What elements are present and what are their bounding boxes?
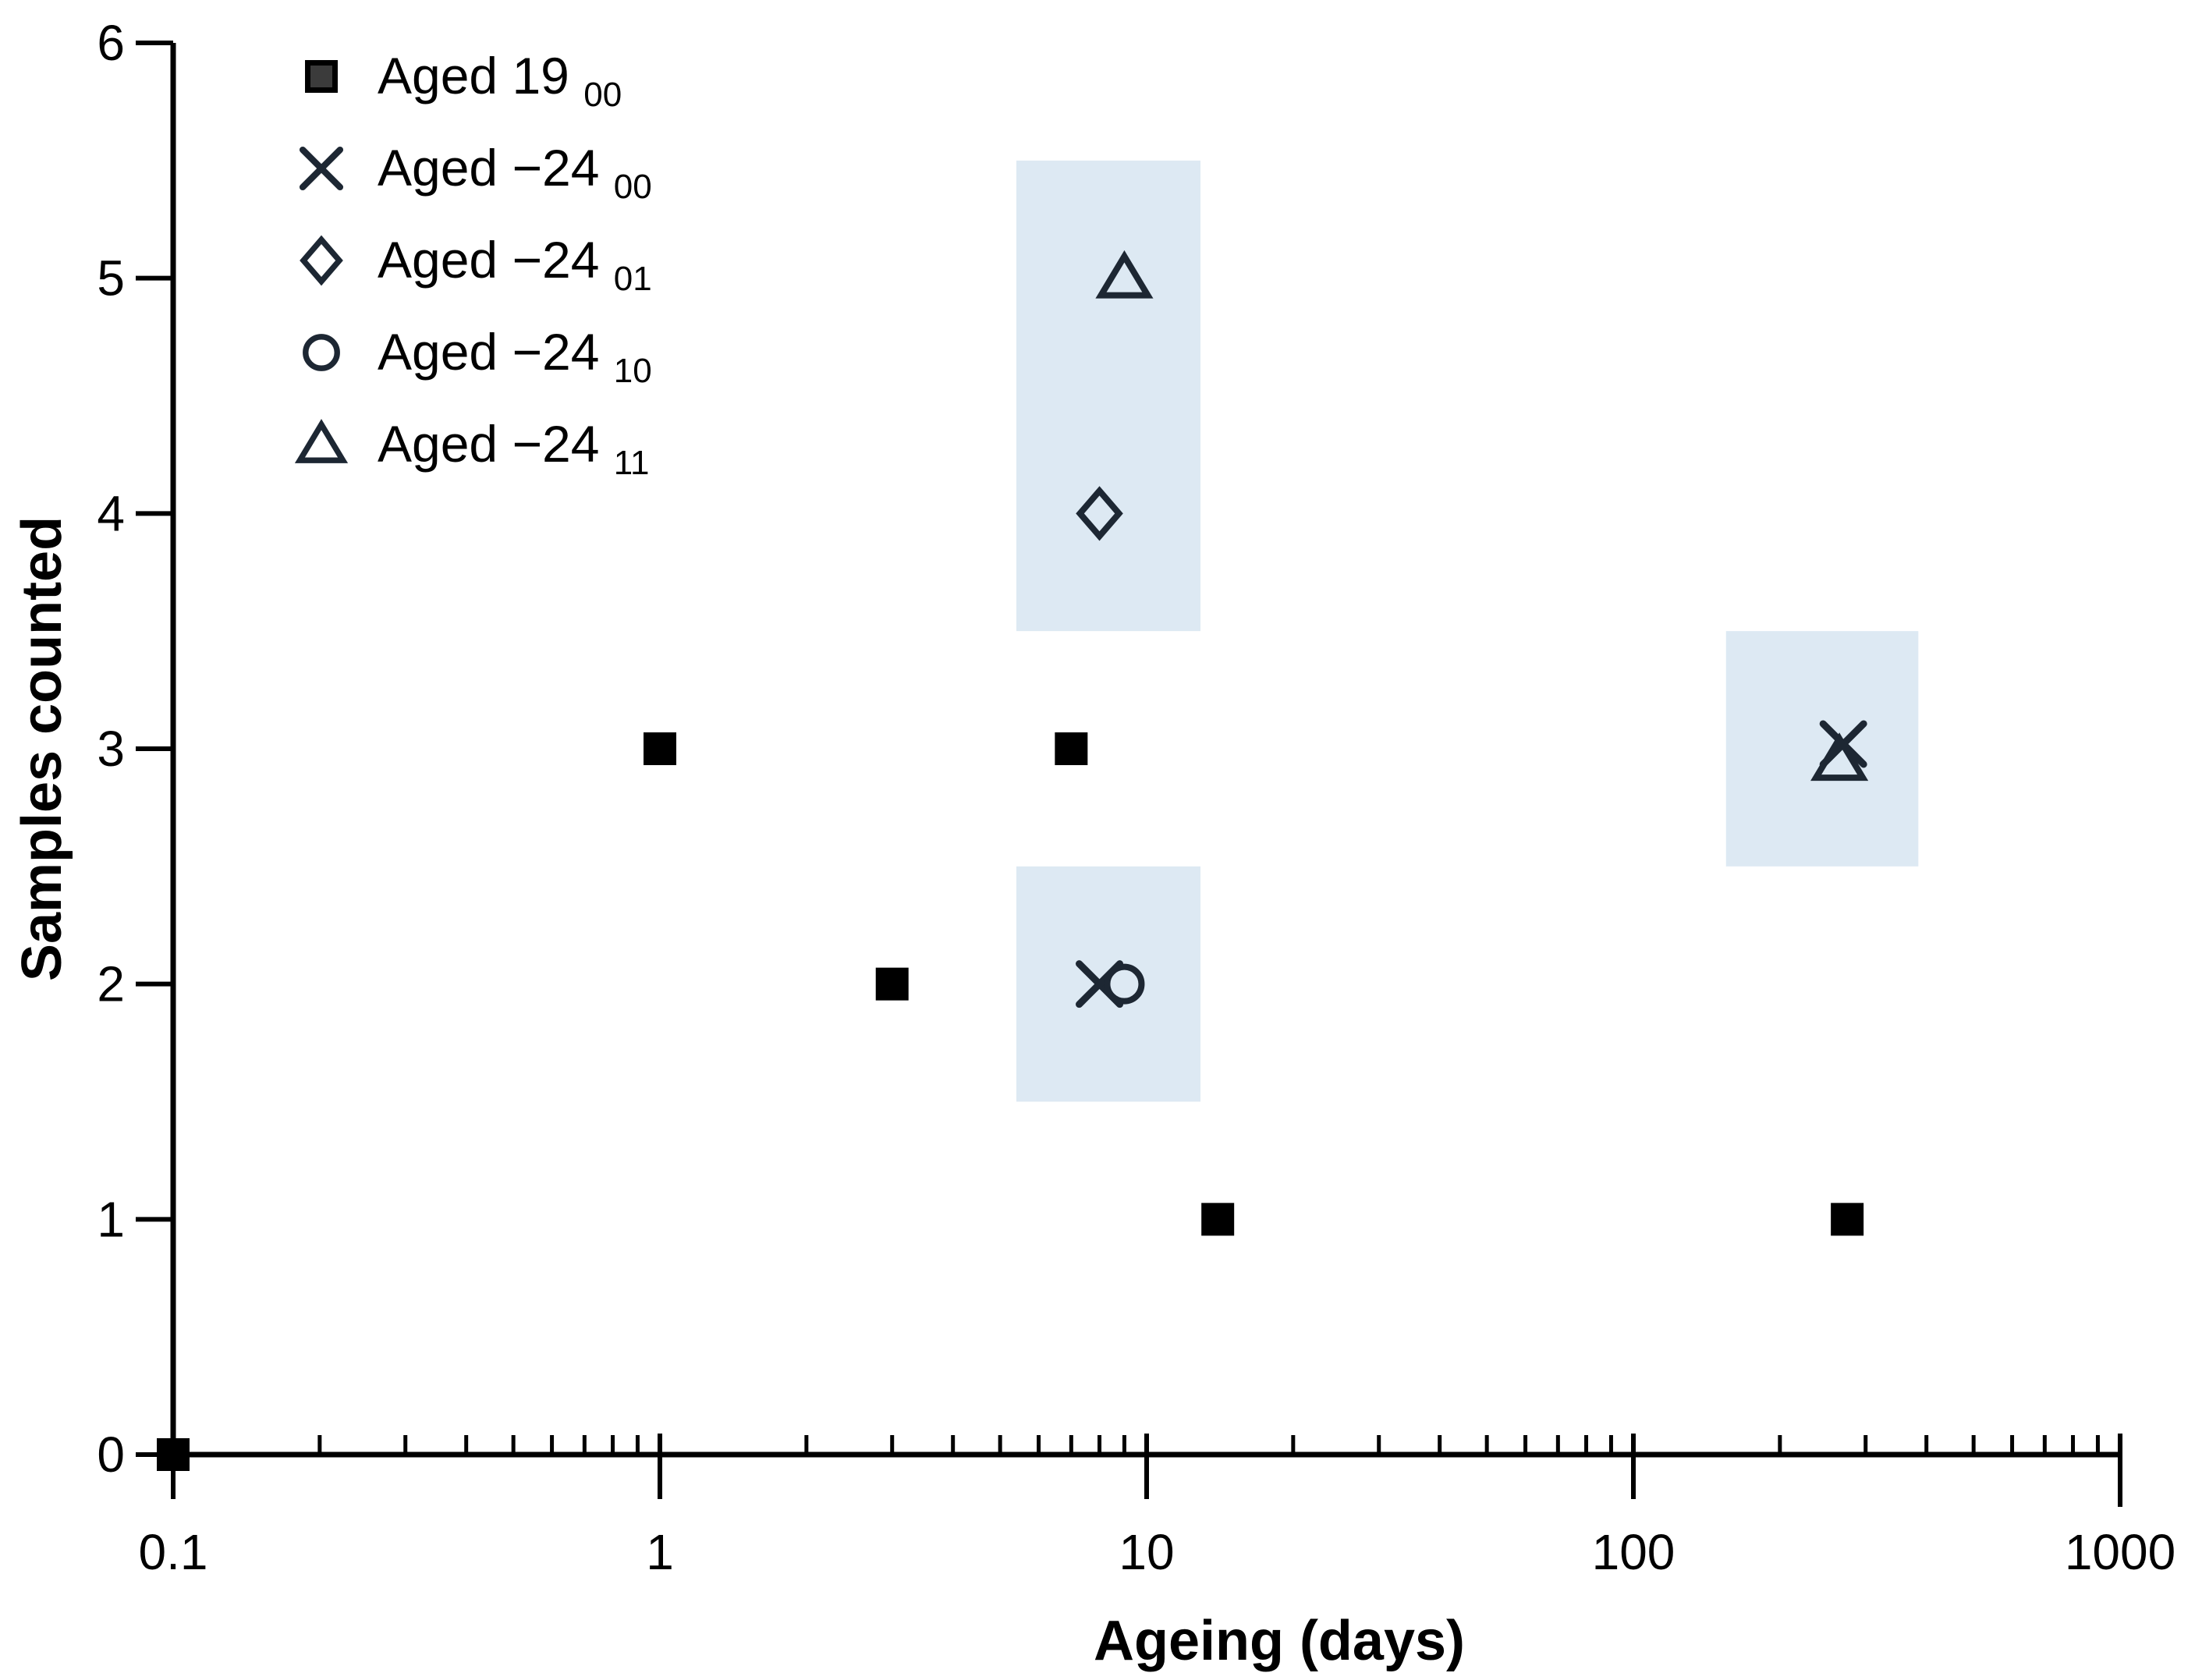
legend-label: Aged −24 11 [378,415,649,482]
square-marker [1201,1203,1235,1236]
legend-circle-marker-icon [303,334,340,371]
square-marker [875,967,909,1001]
series-triangle [1095,250,1869,782]
series-circle [1104,963,1145,1005]
series-diamond [1076,486,1123,541]
legend-diamond-marker-icon [300,235,343,286]
legend-square-marker-icon [305,60,338,93]
x-tick-label: 0.1 [139,1524,208,1580]
square-marker [644,732,676,765]
triangle-marker [1810,732,1869,782]
legend-item: Aged 19 00 [305,47,622,114]
square-marker [1055,732,1088,765]
series-square-filled [157,732,1864,1471]
data-points-layer [157,250,1869,1471]
y-axis-title: Samples counted [11,516,73,981]
highlight-boxes-layer [1016,160,1919,1102]
legend: Aged 19 00 Aged −24 00 Aged −24 01 Aged −24… [294,47,652,482]
legend-label: Aged 19 00 [378,47,622,114]
x-axis-title: Ageing (days) [1094,1610,1465,1672]
square-marker [1831,1203,1864,1236]
legend-item: Aged −24 01 [300,231,652,298]
highlight-box [1016,160,1201,632]
x-tick-label: 10 [1119,1524,1174,1580]
circle-marker [1104,963,1145,1005]
legend-label: Aged −24 10 [378,323,652,390]
legend-triangle-marker-icon [294,419,349,463]
legend-item: Aged −24 00 [299,139,652,206]
square-marker [157,1438,190,1471]
y-tick-label: 3 [97,721,125,777]
legend-label: Aged −24 01 [378,231,652,298]
highlight-box [1725,631,1919,867]
legend-item: Aged −24 11 [294,415,649,482]
triangle-marker [1095,250,1154,299]
y-tick-label: 4 [97,485,125,541]
x-tick-label: 1000 [2065,1524,2175,1580]
diamond-marker [1076,486,1123,541]
tick-labels-layer: 0 1 2 3 4 5 6 0.1 1 10 100 1000 [97,15,2175,1580]
y-tick-label: 2 [97,956,125,1012]
legend-x-marker-icon [299,146,344,191]
legend-label: Aged −24 00 [378,139,652,206]
y-tick-label: 1 [97,1191,125,1247]
y-tick-label: 5 [97,250,125,307]
x-tick-label: 100 [1592,1524,1676,1580]
x-tick-label: 1 [646,1524,674,1580]
y-tick-label: 0 [97,1427,125,1483]
y-tick-label: 6 [97,15,125,71]
legend-item: Aged −24 10 [303,323,652,390]
